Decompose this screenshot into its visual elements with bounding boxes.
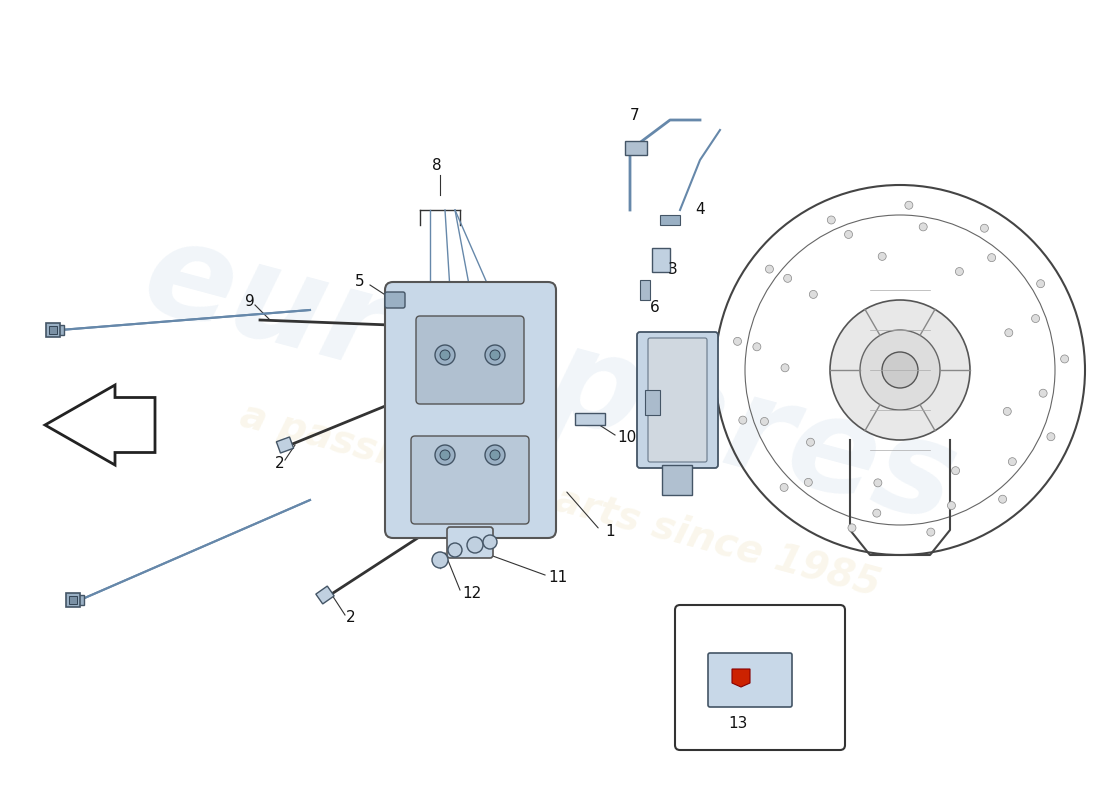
Circle shape [827,216,835,224]
Text: 4: 4 [695,202,705,218]
Text: 6: 6 [650,299,660,314]
Circle shape [783,274,792,282]
Circle shape [1060,355,1068,363]
Circle shape [810,290,817,298]
Circle shape [734,338,741,346]
Bar [645,390,660,415]
Text: eurospares: eurospares [131,210,969,550]
Circle shape [956,267,964,275]
Text: 1: 1 [605,525,615,539]
Circle shape [1003,407,1011,415]
Circle shape [845,230,853,238]
FancyBboxPatch shape [637,332,718,468]
Circle shape [872,509,881,517]
FancyBboxPatch shape [50,326,57,334]
FancyBboxPatch shape [66,593,80,607]
FancyBboxPatch shape [675,605,845,750]
Circle shape [490,350,500,360]
Circle shape [1004,329,1013,337]
Circle shape [434,445,455,465]
Circle shape [752,342,761,350]
Bar [662,465,692,495]
Circle shape [1032,314,1040,322]
Circle shape [434,345,455,365]
Bar [575,413,605,425]
Circle shape [1036,280,1045,288]
Circle shape [739,416,747,424]
Circle shape [485,345,505,365]
Text: 10: 10 [617,430,636,446]
Circle shape [760,418,769,426]
Text: 2: 2 [346,610,355,626]
Circle shape [873,479,882,487]
FancyBboxPatch shape [648,338,707,462]
Circle shape [988,254,996,262]
Bar [640,280,650,300]
FancyBboxPatch shape [385,282,556,538]
Circle shape [766,265,773,273]
Circle shape [781,364,789,372]
Text: 7: 7 [630,107,639,122]
FancyBboxPatch shape [447,527,493,558]
Circle shape [432,552,448,568]
Circle shape [920,223,927,231]
Circle shape [1009,458,1016,466]
Circle shape [440,450,450,460]
Text: 11: 11 [548,570,568,586]
Text: 8: 8 [432,158,441,173]
Circle shape [485,445,505,465]
FancyBboxPatch shape [385,292,405,308]
Circle shape [952,466,959,474]
FancyBboxPatch shape [69,596,77,604]
Circle shape [999,495,1007,503]
Circle shape [860,330,940,410]
FancyBboxPatch shape [416,316,524,404]
Text: 3: 3 [668,262,678,278]
Polygon shape [732,669,750,687]
Text: 12: 12 [462,586,482,601]
Bar [660,215,680,225]
Circle shape [905,202,913,210]
FancyBboxPatch shape [708,653,792,707]
Circle shape [448,543,462,557]
Circle shape [1047,433,1055,441]
Text: 2: 2 [275,457,285,471]
Bar [316,586,334,604]
Circle shape [878,252,887,260]
Text: 13: 13 [728,715,748,730]
FancyBboxPatch shape [411,436,529,524]
Circle shape [806,438,814,446]
Circle shape [947,502,956,510]
Bar [276,437,294,453]
Circle shape [468,537,483,553]
Text: a passion for parts since 1985: a passion for parts since 1985 [235,396,884,604]
Circle shape [980,224,989,232]
Circle shape [483,535,497,549]
Text: 9: 9 [245,294,255,310]
Circle shape [830,300,970,440]
FancyBboxPatch shape [46,323,60,337]
Text: 5: 5 [355,274,364,290]
Bar [652,248,670,272]
Circle shape [927,528,935,536]
Circle shape [780,483,788,491]
Circle shape [804,478,812,486]
Circle shape [1040,390,1047,398]
Bar [625,141,647,155]
Bar [68,595,84,605]
Circle shape [440,350,450,360]
Circle shape [882,352,918,388]
Circle shape [848,524,856,532]
Bar [48,325,64,335]
Circle shape [490,450,500,460]
FancyArrow shape [45,385,155,465]
